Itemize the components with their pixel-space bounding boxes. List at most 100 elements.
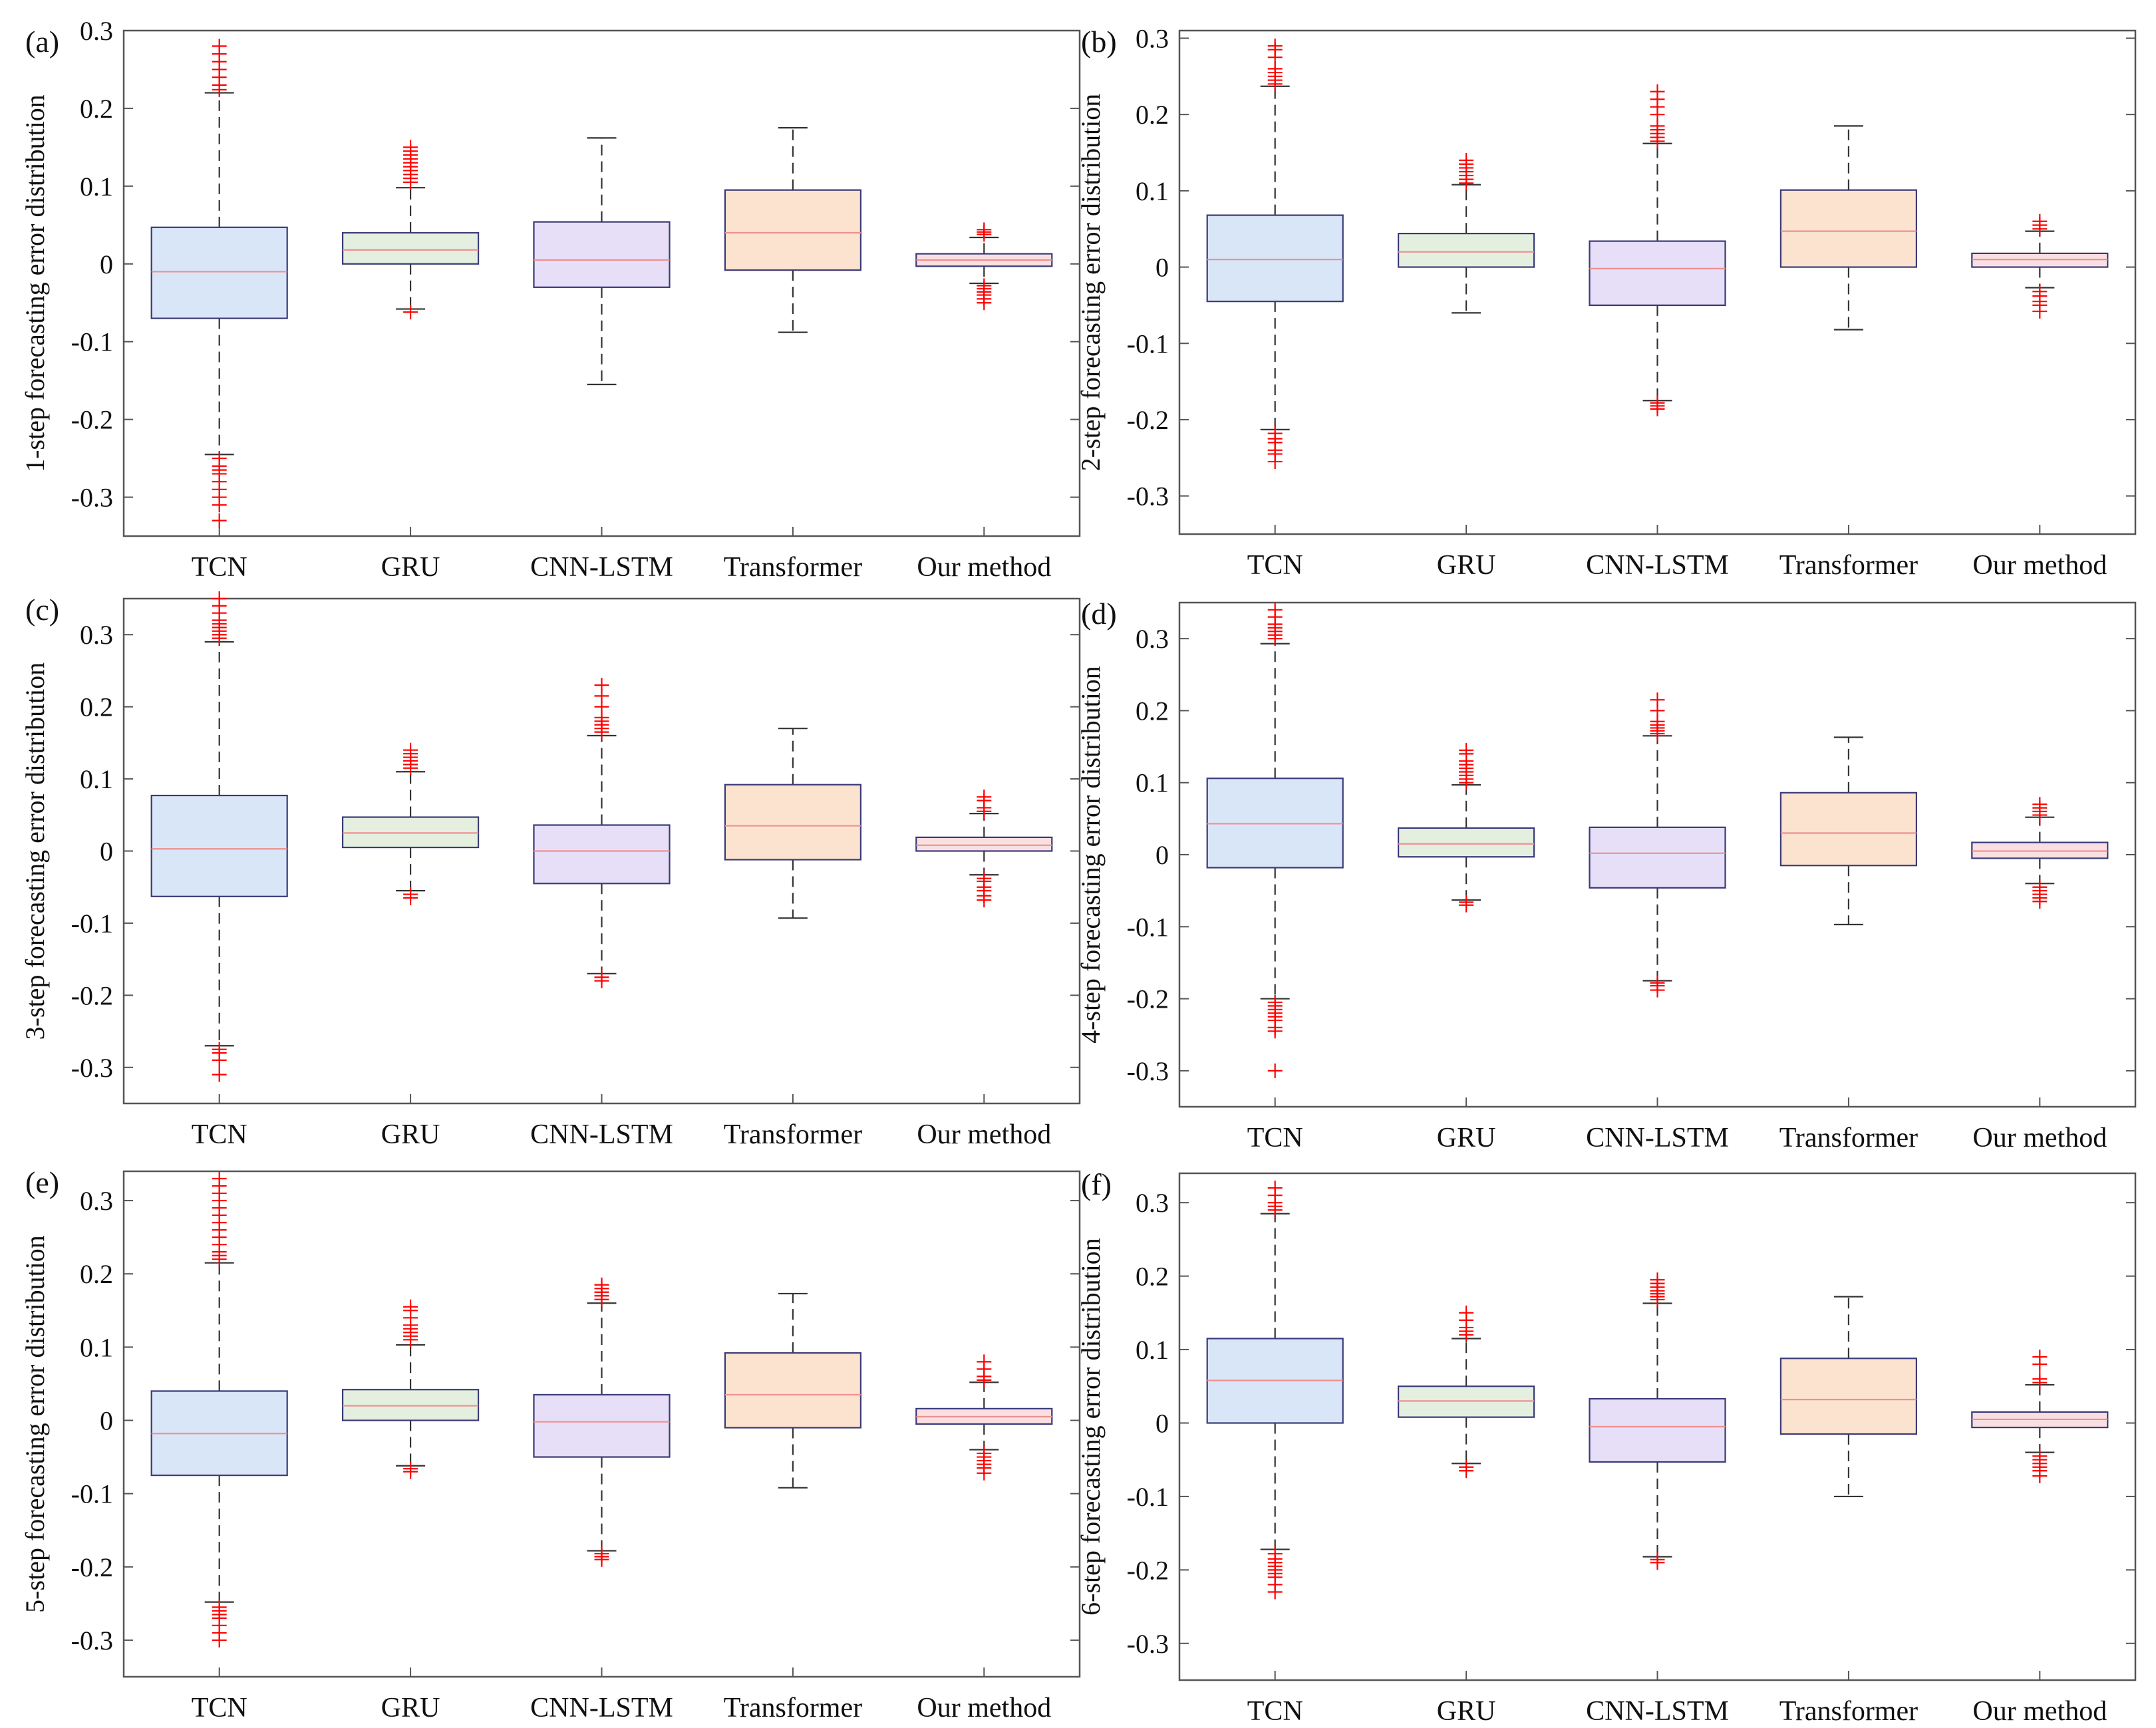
box	[1398, 1385, 1535, 1418]
outlier-marker	[2032, 797, 2048, 812]
y-tick-label: 0.2	[80, 692, 113, 722]
x-tick-label: CNN-LSTM	[530, 1693, 673, 1723]
outlier-marker	[977, 893, 992, 908]
y-tick-label: -0.1	[1127, 912, 1169, 942]
outlier-marker	[2032, 214, 2048, 229]
outlier-marker	[212, 1632, 227, 1648]
y-tick-label: -0.3	[1127, 1056, 1169, 1086]
panel-f: -0.3 -0.2 -0.1 0 0.1 0.2 0.3 TCN GRU CNN-LSTM Tran…	[1076, 1167, 2137, 1727]
box-group-tcn	[1206, 602, 1344, 1078]
y-tick-label: 0.2	[80, 1259, 113, 1289]
outlier-marker	[1267, 38, 1283, 53]
outlier-marker	[1267, 1063, 1283, 1078]
outlier-marker	[403, 305, 418, 320]
panel-c: -0.3 -0.2 -0.1 0 0.1 0.2 0.3 TCN GRU CNN-LSTM Tran…	[20, 591, 1081, 1150]
outlier-marker	[212, 1067, 227, 1082]
panel-a: -0.3 -0.2 -0.1 0 0.1 0.2 0.3 TCN GRU CNN-LSTM Tran…	[20, 16, 1081, 583]
outlier-marker	[403, 890, 418, 905]
y-tick-label: 0.1	[1136, 768, 1169, 798]
panel-label: (d)	[1081, 597, 1117, 631]
y-tick-label: 0	[100, 1405, 113, 1435]
box	[1971, 252, 2109, 268]
x-tick-label: Our method	[1972, 1123, 2107, 1153]
y-tick-label: 0.2	[1136, 1262, 1169, 1292]
outlier-marker	[1459, 1463, 1474, 1479]
box-group-gru	[341, 140, 480, 320]
outlier-marker	[594, 678, 609, 693]
box-group-tcn	[150, 591, 288, 1082]
outlier-marker	[2032, 894, 2048, 909]
x-tick-label: Our method	[1972, 1696, 2107, 1727]
outlier-marker	[2032, 1350, 2048, 1365]
outlier-marker	[403, 140, 418, 155]
y-tick-label: -0.3	[1127, 1629, 1169, 1659]
box-group-transformer	[724, 728, 862, 919]
outlier-marker	[977, 222, 992, 237]
x-tick-label: TCN	[1247, 550, 1303, 581]
x-tick-label: GRU	[1437, 1123, 1496, 1153]
outlier-marker	[977, 1465, 992, 1481]
y-tick-label: 0	[1155, 840, 1169, 870]
x-tick-label: Transformer	[1779, 1123, 1918, 1153]
y-axis-label: 2-step forecasting error distribution	[1076, 94, 1106, 472]
outlier-marker	[212, 1052, 227, 1068]
outlier-marker	[1650, 401, 1665, 416]
panel-label: (c)	[25, 593, 59, 627]
y-tick-label: 0.3	[1136, 1188, 1169, 1218]
panel-label: (b)	[1081, 25, 1117, 59]
y-tick-label: 0.1	[80, 764, 113, 794]
box-group-transformer	[1779, 736, 1917, 926]
outlier-marker	[594, 973, 609, 988]
y-tick-label: 0	[100, 837, 113, 867]
outlier-marker	[403, 742, 418, 758]
y-tick-label: -0.1	[71, 1479, 113, 1509]
panel-label: (a)	[25, 25, 59, 59]
box	[724, 189, 862, 271]
y-tick-label: 0.2	[1136, 696, 1169, 726]
outlier-marker	[2032, 1468, 2048, 1483]
box-group-tcn	[150, 39, 288, 528]
box-group-gru	[341, 742, 480, 905]
box	[150, 794, 288, 897]
box-group-tcn	[1206, 1181, 1344, 1600]
x-tick-label: Transformer	[1779, 1696, 1918, 1727]
panel-d: -0.3 -0.2 -0.1 0 0.1 0.2 0.3 TCN GRU CNN-LSTM Tran…	[1076, 597, 2137, 1153]
box	[1589, 1397, 1726, 1463]
outlier-marker	[1650, 1555, 1665, 1570]
y-axis-label: 6-step forecasting error distribution	[1076, 1238, 1106, 1616]
box-group-gru	[1398, 152, 1535, 314]
y-tick-label: 0.1	[1136, 176, 1169, 206]
box	[533, 1393, 671, 1458]
y-tick-label: -0.2	[71, 1552, 113, 1582]
y-tick-label: 0.1	[80, 172, 113, 202]
box	[150, 226, 288, 319]
x-tick-label: TCN	[1247, 1696, 1303, 1727]
x-tick-label: Our method	[917, 1693, 1051, 1723]
x-tick-label: Our method	[917, 1119, 1051, 1150]
y-tick-label: -0.3	[71, 1053, 113, 1083]
box-group-cnn-lstm	[533, 1277, 671, 1567]
box-group-cnn-lstm	[1589, 692, 1726, 998]
outlier-marker	[977, 790, 992, 805]
box	[341, 1389, 480, 1421]
outlier-marker	[212, 513, 227, 528]
box-group-transformer	[724, 1292, 862, 1489]
box	[724, 1352, 862, 1429]
outlier-marker	[1267, 454, 1283, 470]
x-tick-label: Transformer	[724, 552, 862, 583]
y-axis-label: 4-step forecasting error distribution	[1076, 666, 1106, 1044]
box	[1779, 189, 1917, 268]
outlier-marker	[977, 295, 992, 311]
x-tick-label: GRU	[381, 1119, 440, 1150]
outlier-marker	[1459, 742, 1474, 758]
outlier-marker	[594, 1552, 609, 1567]
outlier-marker	[212, 39, 227, 54]
y-tick-label: 0.3	[1136, 624, 1169, 654]
outlier-marker	[1267, 1181, 1283, 1196]
y-tick-label: 0.2	[1136, 100, 1169, 130]
box	[1589, 826, 1726, 889]
x-tick-label: Our method	[1972, 550, 2107, 581]
outlier-marker	[1267, 1584, 1283, 1600]
box-group-our-method	[915, 790, 1053, 908]
outlier-marker	[2032, 304, 2048, 319]
